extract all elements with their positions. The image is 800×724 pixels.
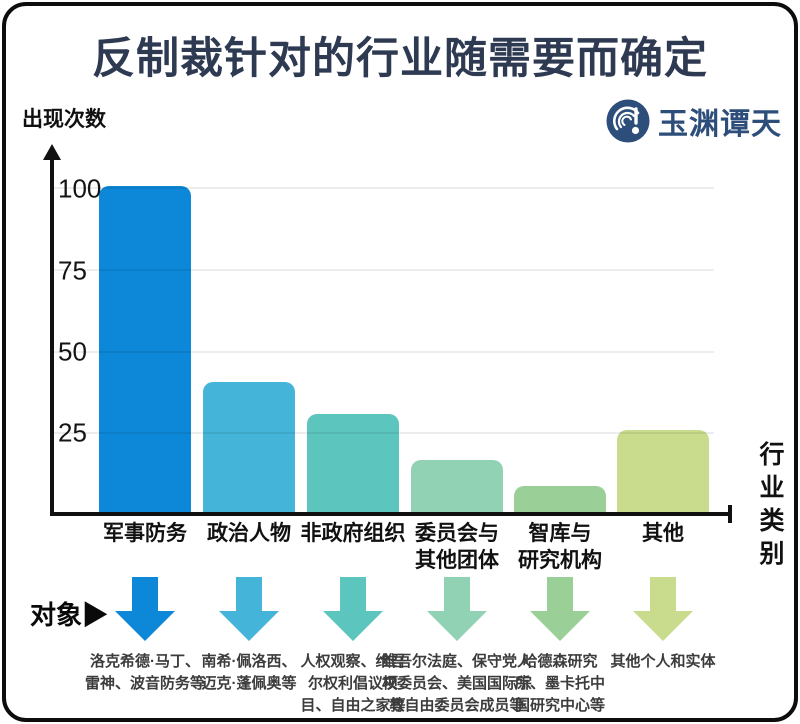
down-arrow-icon	[219, 577, 279, 641]
target-desc-military-defense: 洛克希德·马丁、 雷神、波音防务等	[84, 653, 205, 692]
y-axis-arrowhead	[43, 144, 61, 160]
y-tick-25: 25	[58, 417, 87, 448]
gridline-100	[54, 187, 714, 189]
x-axis-line	[50, 512, 731, 516]
gridline-75	[54, 269, 714, 271]
down-arrow-icon	[323, 577, 383, 641]
y-tick-50: 50	[58, 336, 87, 367]
bar-ngo	[307, 414, 399, 512]
x-label-think-tanks: 智库与 研究机构	[518, 522, 602, 572]
targets-label: 对象▶	[30, 600, 109, 630]
logo-text: 玉渊谭天	[658, 107, 782, 142]
page-title: 反制裁针对的行业随需要而确定	[92, 35, 708, 83]
down-arrow-icon	[633, 577, 693, 641]
logo-wave-icon	[606, 99, 650, 143]
x-label-others: 其他	[642, 522, 684, 545]
logo: 玉渊谭天	[605, 98, 782, 144]
target-desc-political-figures: 南希·佩洛西、 迈克·蓬佩奥等	[201, 653, 297, 692]
gridline-50	[54, 351, 714, 353]
bar-military-defense	[99, 186, 191, 512]
x-label-committees-groups: 委员会与 其他团体	[415, 522, 499, 572]
bar-others	[617, 430, 709, 512]
bar-think-tanks	[514, 486, 606, 512]
x-label-political-figures: 政治人物	[207, 522, 291, 545]
y-tick-75: 75	[58, 255, 87, 286]
target-desc-committees-groups: 维吾尔法庭、保守党人 权委员会、美国国际宗 教自由委员会成员等	[381, 653, 532, 714]
bar-committees-groups	[411, 460, 503, 512]
target-desc-think-tanks: 哈德森研究 所、墨卡托中 国研究中心等	[514, 653, 605, 714]
x-axis-label: 行业类别	[756, 441, 784, 573]
bar-political-figures	[203, 382, 295, 512]
y-tick-100: 100	[58, 173, 102, 204]
down-arrow-icon	[530, 577, 590, 641]
y-axis-line	[50, 158, 54, 516]
target-desc-others: 其他个人和实体	[610, 653, 716, 670]
down-arrow-icon	[115, 577, 175, 641]
target-desc-ngo: 人权观察、维吾 尔权利倡议项 目、自由之家等	[300, 653, 406, 714]
x-axis-endcap	[728, 505, 732, 523]
y-axis-label: 出现次数	[22, 108, 106, 131]
x-label-ngo: 非政府组织	[300, 522, 406, 545]
down-arrow-icon	[427, 577, 487, 641]
gridline-25	[54, 432, 714, 434]
x-label-military-defense: 军事防务	[103, 522, 187, 545]
